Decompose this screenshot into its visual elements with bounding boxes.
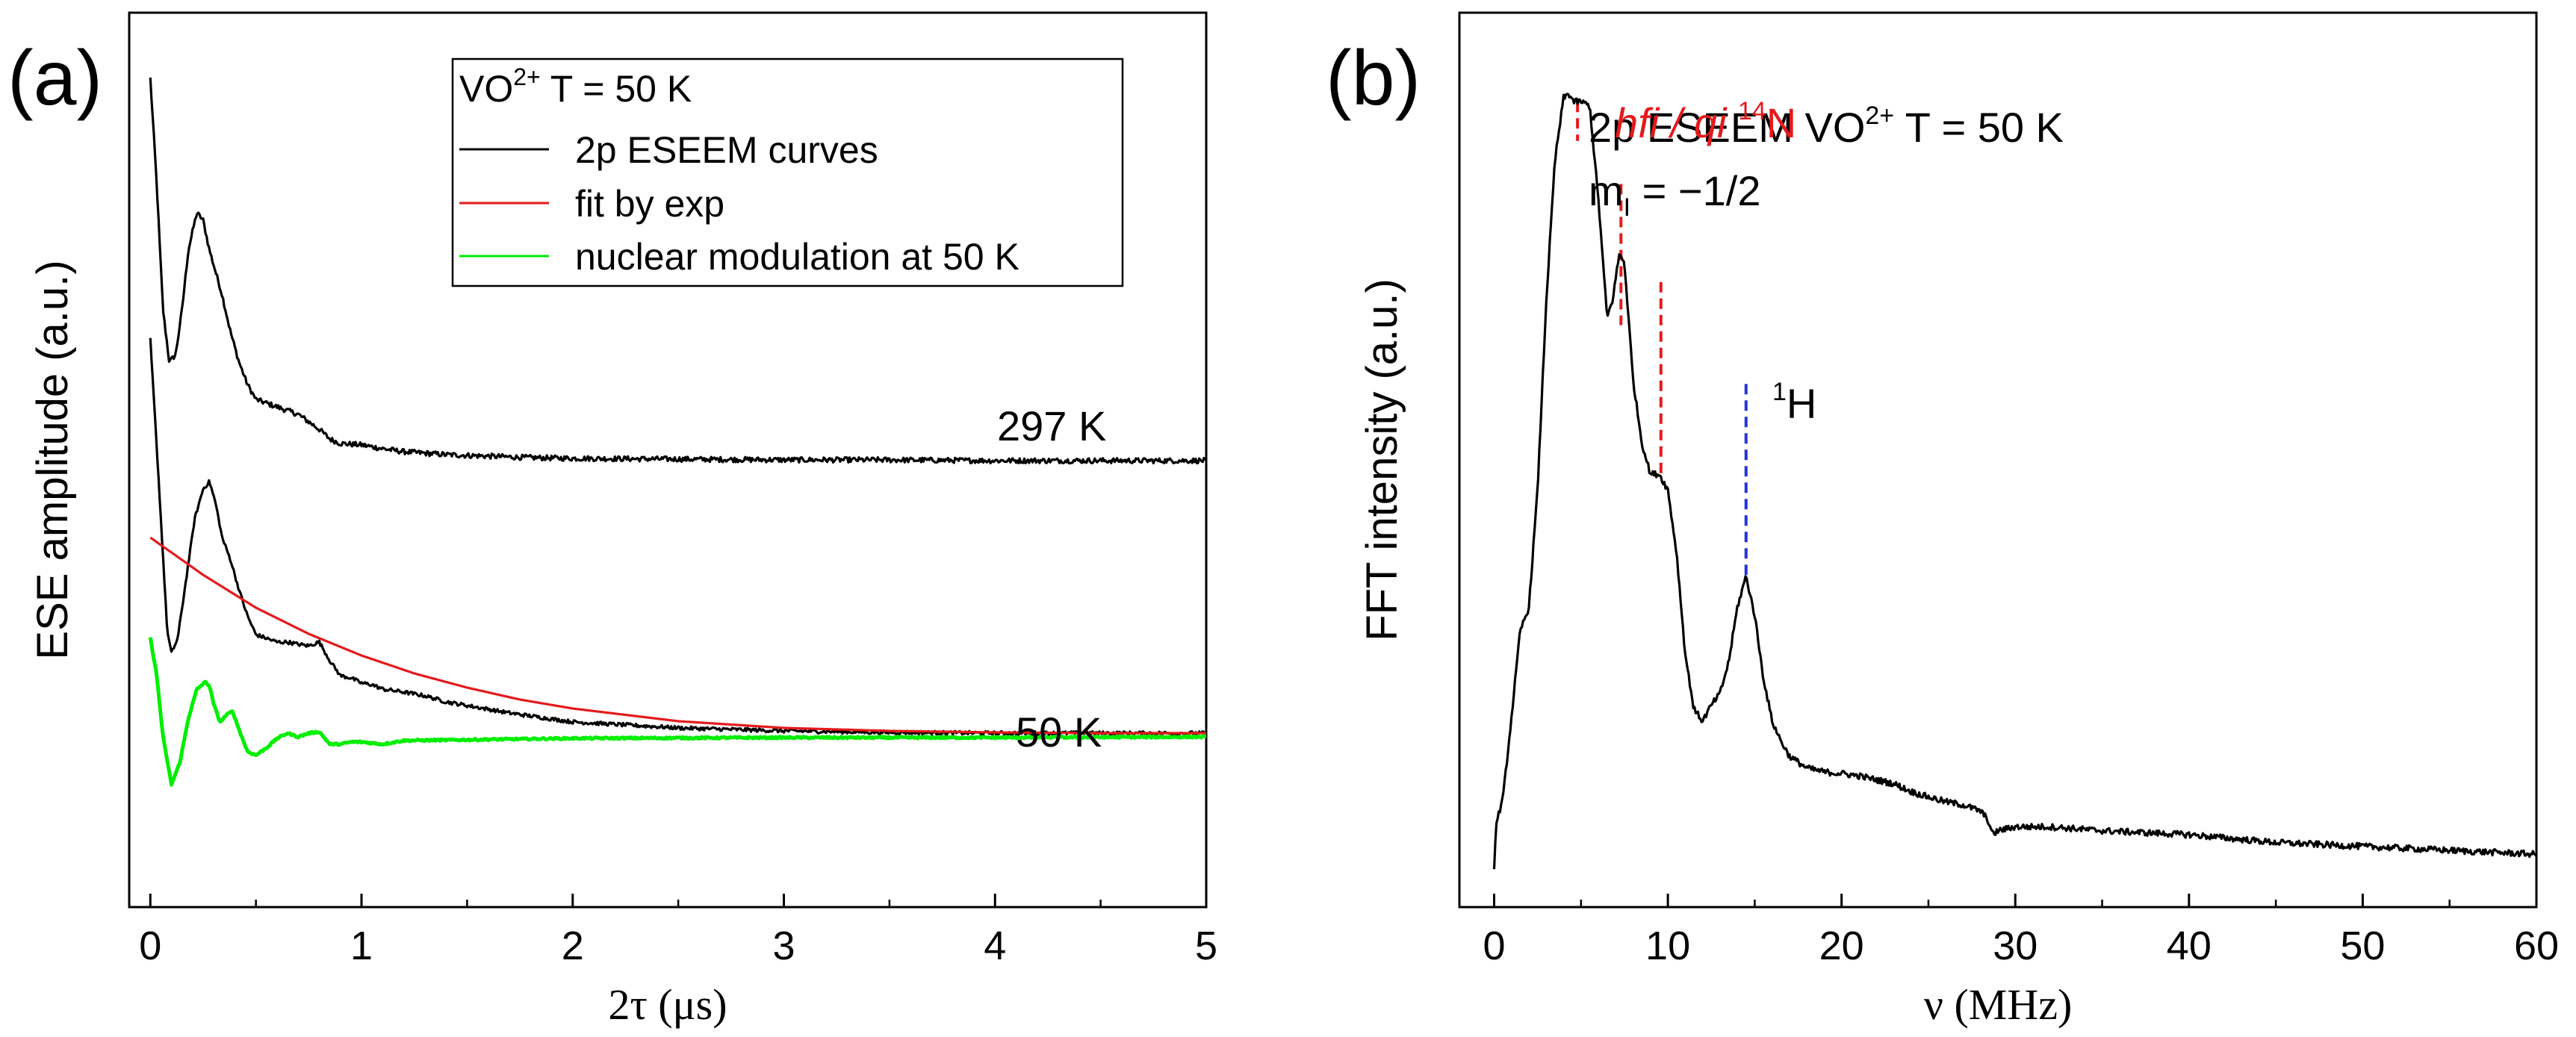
series-line-nuclear-modulation-at-50-k-3	[148, 637, 1207, 787]
series-line-2p-eseem-curves-0	[149, 77, 1208, 465]
panel-a-x-ticks: 0 1 2 3 4 5	[139, 894, 1217, 968]
legend-label-nuclear: nuclear modulation at 50 K	[575, 236, 1019, 278]
legend-label-fit: fit by exp	[575, 183, 724, 225]
legend-label-eseem: 2p ESEEM curves	[575, 129, 878, 171]
x-tick-label-1: 1	[350, 924, 373, 968]
annotation-1h: 1H	[1772, 378, 1816, 427]
series-line-fft-spectrum-0	[1492, 93, 2538, 870]
legend-box	[451, 57, 1124, 287]
x-tick-label-0: 0	[139, 924, 161, 968]
x-tick-label-4: 4	[984, 924, 1006, 968]
panel-a-chart: 0 1 2 3 4 5 VO2+ T = 50 K 2p ESEEM curves fit…	[28, 11, 1217, 1029]
series-line-2p-eseem-curves-1	[149, 337, 1208, 737]
panel-a-x-label: 2τ (μs)	[608, 980, 727, 1029]
panel-a-frame	[128, 11, 1208, 909]
panel-a-curves	[148, 77, 1208, 787]
panel-label-b: (b)	[1326, 35, 1421, 122]
panel-label-a: (a)	[7, 35, 102, 122]
x-tick-label-60: 60	[2514, 924, 2559, 968]
x-tick-label-5: 5	[1195, 924, 1217, 968]
panel-a-legend: VO2+ T = 50 K 2p ESEEM curves fit by exp…	[451, 57, 1124, 287]
annotation-297k: 297 K	[997, 402, 1106, 449]
x-tick-label-0: 0	[1483, 924, 1505, 968]
panel-b-title-line2: mI = −1/2	[1589, 167, 1760, 222]
panel-b-x-label: ν (MHz)	[1924, 980, 2073, 1029]
panel-b-curves	[1492, 93, 2538, 870]
panel-b-x-ticks: 0 10 20 30 40 50 60	[1483, 894, 2559, 968]
x-tick-label-20: 20	[1819, 924, 1864, 968]
x-tick-label-50: 50	[2340, 924, 2385, 968]
x-tick-label-3: 3	[772, 924, 795, 968]
panel-b-title-line1: 2p ESEEM VO2+ T = 50 K	[1589, 102, 2064, 151]
panel-b-y-label: FFT intensity (a.u.)	[1358, 278, 1406, 641]
annotation-14n: hfi / qi 14N	[1615, 97, 1796, 146]
panel-b-frame	[1458, 11, 2538, 909]
x-tick-label-10: 10	[1645, 924, 1690, 968]
legend-title: VO2+ T = 50 K	[459, 63, 692, 110]
annotation-50k: 50 K	[1016, 709, 1102, 756]
series-line-fit-by-exp-2	[149, 536, 1206, 735]
x-tick-label-2: 2	[562, 924, 584, 968]
x-tick-label-30: 30	[1993, 924, 2037, 968]
x-tick-label-40: 40	[2167, 924, 2212, 968]
panel-a-y-label: ESE amplitude (a.u.)	[28, 260, 77, 659]
panel-b-chart: 0 10 20 30 40 50 60 2p ESEEM VO2+ T = 50 K mI …	[1358, 11, 2559, 1029]
